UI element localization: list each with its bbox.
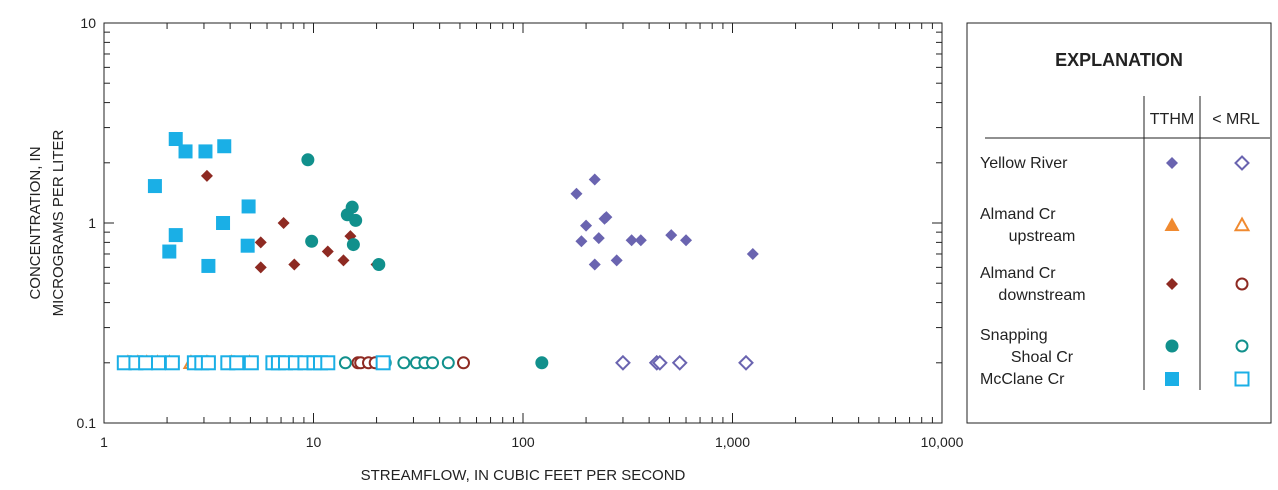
point-snapping-shoal-cr-below-mrl <box>397 356 411 370</box>
point-snapping-shoal-cr-tthm <box>301 153 315 167</box>
legend-label-mcclane-cr: McClane Cr <box>980 371 1065 388</box>
legend-label-snapping-shoal-cr-line-2: Shoal Cr <box>1011 349 1074 366</box>
point-yellow-river-tthm <box>588 258 601 271</box>
point-snapping-shoal-cr-below-mrl <box>426 356 440 370</box>
point-yellow-river-tthm <box>570 187 583 200</box>
legend-label-almand-cr-downstream-line-2: downstream <box>998 287 1085 304</box>
point-mcclane-cr-tthm <box>198 144 213 159</box>
point-snapping-shoal-cr-tthm <box>372 258 386 272</box>
y-axis-title: CONCENTRATION, IN MICROGRAMS PER LITER <box>27 129 67 316</box>
point-almand-cr-downstream-tthm <box>200 169 213 182</box>
x-tick-label: 1 <box>100 434 108 450</box>
point-mcclane-cr-tthm <box>168 132 183 147</box>
legend-label-almand-cr-upstream-line-2: upstream <box>1009 228 1076 245</box>
point-snapping-shoal-cr-below-mrl <box>441 356 455 370</box>
point-yellow-river-below-mrl <box>615 354 631 371</box>
y-tick-label: 1 <box>88 215 96 231</box>
point-yellow-river-tthm <box>746 247 759 260</box>
legend-label-snapping-shoal-cr-line-1: Snapping <box>980 327 1048 344</box>
legend-marker-mcclane-cr-tthm <box>1165 372 1179 386</box>
legend-title: EXPLANATION <box>1055 50 1183 70</box>
x-tick-label: 1,000 <box>715 434 750 450</box>
point-snapping-shoal-cr-tthm <box>349 213 363 227</box>
point-mcclane-cr-tthm <box>168 228 183 243</box>
point-almand-cr-downstream-tthm <box>254 261 267 274</box>
point-almand-cr-downstream-tthm <box>321 245 334 258</box>
legend-rows: Yellow River Almand Cr upstream Almand Cr do… <box>980 155 1251 388</box>
point-yellow-river-tthm <box>665 229 678 242</box>
y-axis-title-line-2: MICROGRAMS PER LITER <box>50 129 67 316</box>
point-yellow-river-below-mrl <box>671 354 688 371</box>
point-mcclane-cr-below-mrl <box>150 355 166 371</box>
point-yellow-river-tthm <box>634 234 647 247</box>
legend-label-yellow-river: Yellow River <box>980 155 1068 172</box>
point-mcclane-cr-tthm <box>178 144 193 159</box>
point-almand-cr-downstream-tthm <box>337 254 350 267</box>
legend-label-almand-cr-downstream-line-1: Almand Cr <box>980 265 1056 282</box>
legend-marker-almand-cr-upstream-tthm <box>1164 217 1180 231</box>
point-yellow-river-tthm <box>588 173 601 186</box>
legend-marker-almand-cr-upstream-below-mrl <box>1233 216 1251 232</box>
point-yellow-river-tthm <box>625 234 638 247</box>
point-almand-cr-downstream-tthm <box>277 217 290 229</box>
point-yellow-river-tthm <box>680 234 693 247</box>
point-snapping-shoal-cr-tthm <box>345 200 359 214</box>
legend-marker-yellow-river-below-mrl <box>1234 155 1250 171</box>
point-mcclane-cr-below-mrl <box>320 355 336 371</box>
legend-marker-yellow-river-tthm <box>1166 157 1178 169</box>
point-mcclane-cr-tthm <box>216 216 231 230</box>
legend-marker-almand-cr-downstream-tthm <box>1166 278 1178 290</box>
legend-marker-almand-cr-downstream-below-mrl <box>1235 277 1249 291</box>
point-almand-cr-downstream-tthm <box>288 258 301 271</box>
x-tick-label: 100 <box>511 434 535 450</box>
point-mcclane-cr-below-mrl <box>200 355 216 371</box>
point-snapping-shoal-cr-tthm <box>535 356 549 370</box>
legend-marker-snapping-shoal-cr-tthm <box>1165 339 1179 353</box>
point-mcclane-cr-below-mrl <box>138 355 154 371</box>
point-yellow-river-tthm <box>575 235 588 248</box>
point-mcclane-cr-tthm <box>162 244 177 259</box>
point-snapping-shoal-cr-tthm <box>346 238 360 252</box>
x-tick-label: 10,000 <box>921 434 964 450</box>
legend-marker-snapping-shoal-cr-below-mrl <box>1235 339 1249 353</box>
legend-col-tthm: TTHM <box>1150 111 1194 128</box>
legend-col-mrl: < MRL <box>1212 111 1260 128</box>
point-almand-cr-downstream-tthm <box>254 236 267 249</box>
point-mcclane-cr-below-mrl <box>375 355 391 371</box>
point-yellow-river-tthm <box>592 232 605 245</box>
point-mcclane-cr-tthm <box>217 139 232 154</box>
y-tick-label: 0.1 <box>77 415 97 431</box>
legend-label-almand-cr-upstream-line-1: Almand Cr <box>980 206 1056 223</box>
data-points <box>116 132 759 371</box>
point-snapping-shoal-cr-tthm <box>305 234 319 248</box>
x-tick-label: 10 <box>306 434 322 450</box>
axis-ticks <box>103 23 942 424</box>
point-yellow-river-below-mrl <box>651 354 668 371</box>
point-yellow-river-tthm <box>580 219 593 232</box>
point-mcclane-cr-below-mrl <box>164 355 180 371</box>
point-yellow-river-below-mrl <box>738 354 754 371</box>
point-almand-cr-downstream-below-mrl <box>457 356 471 370</box>
point-yellow-river-tthm <box>610 254 623 267</box>
legend-marker-mcclane-cr-below-mrl <box>1234 371 1250 387</box>
x-axis-title: STREAMFLOW, IN CUBIC FEET PER SECOND <box>361 467 686 484</box>
point-mcclane-cr-tthm <box>241 199 256 214</box>
legend: EXPLANATION TTHM < MRL Yellow River Alman… <box>966 22 1272 424</box>
y-tick-label: 10 <box>80 15 96 31</box>
point-mcclane-cr-tthm <box>147 179 162 194</box>
point-mcclane-cr-below-mrl <box>229 355 245 371</box>
y-axis-title-line-1: CONCENTRATION, IN <box>27 146 44 299</box>
point-mcclane-cr-below-mrl <box>243 355 259 371</box>
point-mcclane-cr-tthm <box>240 238 255 253</box>
legend-frame <box>966 22 1272 424</box>
point-yellow-river-tthm <box>598 212 611 225</box>
point-snapping-shoal-cr-below-mrl <box>338 356 352 370</box>
point-mcclane-cr-tthm <box>201 258 216 273</box>
